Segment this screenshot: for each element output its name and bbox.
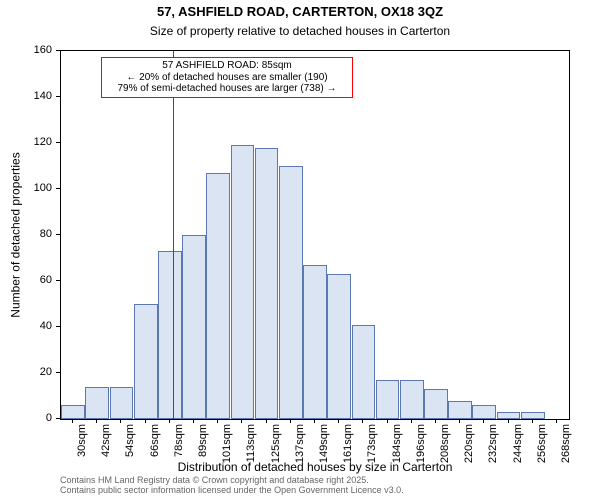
- y-tick-label: 60: [40, 274, 52, 286]
- x-tick-label: 268sqm: [560, 424, 572, 463]
- histogram-bar: [61, 405, 85, 419]
- x-tick-mark: [532, 419, 533, 423]
- y-tick-label: 40: [40, 320, 52, 332]
- x-tick-label: 89sqm: [197, 424, 209, 457]
- chart-subtitle: Size of property relative to detached ho…: [0, 24, 600, 38]
- histogram-bar: [521, 412, 545, 419]
- x-tick-mark: [435, 419, 436, 423]
- attribution: Contains HM Land Registry data © Crown c…: [60, 476, 570, 496]
- y-tick-label: 160: [34, 44, 52, 56]
- x-tick-label: 196sqm: [415, 424, 427, 463]
- histogram-bar: [279, 166, 303, 419]
- y-tick-label: 0: [46, 412, 52, 424]
- x-axis-ticks: 30sqm 42sqm 54sqm 66sqm 78sqm 89sqm 101sqm 113s…: [60, 420, 570, 460]
- x-tick-mark: [290, 419, 291, 423]
- histogram-bar: [472, 405, 496, 419]
- reference-vline: [173, 51, 174, 419]
- annotation-line: 57 ASHFIELD ROAD: 85sqm: [106, 60, 348, 72]
- x-tick-label: 137sqm: [294, 424, 306, 463]
- x-tick-mark: [314, 419, 315, 423]
- y-tick-label: 80: [40, 228, 52, 240]
- x-tick-mark: [387, 419, 388, 423]
- x-tick-label: 184sqm: [391, 424, 403, 463]
- x-tick-mark: [120, 419, 121, 423]
- histogram-bar: [448, 401, 472, 419]
- x-tick-label: 244sqm: [512, 424, 524, 463]
- x-tick-mark: [193, 419, 194, 423]
- histogram-bar: [327, 274, 351, 419]
- histogram-bar: [255, 148, 279, 419]
- x-tick-label: 101sqm: [221, 424, 233, 463]
- histogram-bar: [424, 389, 448, 419]
- histogram-bar: [231, 145, 255, 419]
- histogram-bar: [134, 304, 158, 419]
- x-tick-mark: [556, 419, 557, 423]
- x-tick-mark: [362, 419, 363, 423]
- x-tick-mark: [483, 419, 484, 423]
- x-tick-mark: [241, 419, 242, 423]
- bars-group: [61, 51, 569, 419]
- y-axis-ticks: 020406080100120140160: [0, 50, 56, 420]
- chart-title: 57, ASHFIELD ROAD, CARTERTON, OX18 3QZ: [0, 4, 600, 19]
- x-tick-label: 232sqm: [487, 424, 499, 463]
- y-tick-label: 120: [34, 136, 52, 148]
- x-tick-label: 256sqm: [536, 424, 548, 463]
- x-tick-mark: [266, 419, 267, 423]
- histogram-bar: [352, 325, 376, 419]
- histogram-bar: [182, 235, 206, 419]
- histogram-bar: [158, 251, 182, 419]
- chart-container: 57, ASHFIELD ROAD, CARTERTON, OX18 3QZ S…: [0, 0, 600, 500]
- annotation-box: 57 ASHFIELD ROAD: 85sqm← 20% of detached…: [101, 57, 353, 98]
- x-tick-label: 30sqm: [76, 424, 88, 457]
- x-axis-label: Distribution of detached houses by size …: [60, 460, 570, 474]
- y-tick-label: 20: [40, 366, 52, 378]
- x-tick-mark: [338, 419, 339, 423]
- x-tick-label: 125sqm: [270, 424, 282, 463]
- y-tick-label: 100: [34, 182, 52, 194]
- x-tick-label: 113sqm: [245, 424, 257, 462]
- x-tick-mark: [96, 419, 97, 423]
- x-tick-mark: [217, 419, 218, 423]
- x-tick-mark: [72, 419, 73, 423]
- histogram-bar: [110, 387, 134, 419]
- histogram-bar: [376, 380, 400, 419]
- histogram-bar: [85, 387, 109, 419]
- x-tick-label: 54sqm: [124, 424, 136, 457]
- histogram-bar: [206, 173, 230, 419]
- annotation-line: 79% of semi-detached houses are larger (…: [106, 83, 348, 95]
- x-tick-label: 78sqm: [173, 424, 185, 457]
- x-tick-mark: [459, 419, 460, 423]
- y-tick-label: 140: [34, 90, 52, 102]
- x-tick-label: 149sqm: [318, 424, 330, 463]
- x-tick-mark: [169, 419, 170, 423]
- x-tick-label: 208sqm: [439, 424, 451, 463]
- histogram-bar: [303, 265, 327, 419]
- x-tick-label: 161sqm: [342, 424, 354, 463]
- x-tick-mark: [145, 419, 146, 423]
- x-tick-label: 220sqm: [463, 424, 475, 463]
- attribution-line2: Contains public sector information licen…: [60, 486, 570, 496]
- histogram-bar: [400, 380, 424, 419]
- x-tick-mark: [411, 419, 412, 423]
- x-tick-label: 66sqm: [149, 424, 161, 457]
- histogram-bar: [497, 412, 521, 419]
- x-tick-label: 173sqm: [366, 424, 378, 463]
- x-tick-mark: [508, 419, 509, 423]
- x-tick-label: 42sqm: [100, 424, 112, 457]
- annotation-line: ← 20% of detached houses are smaller (19…: [106, 72, 348, 84]
- plot-area: 57 ASHFIELD ROAD: 85sqm← 20% of detached…: [60, 50, 570, 420]
